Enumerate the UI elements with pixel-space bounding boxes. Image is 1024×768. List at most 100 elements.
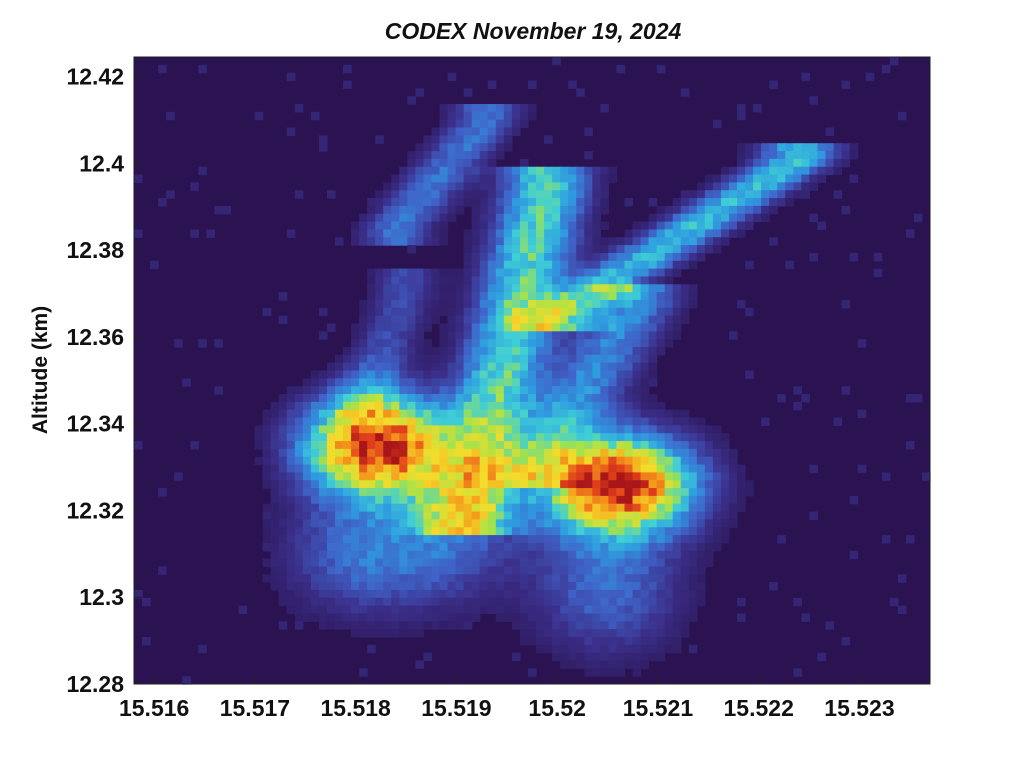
heatmap-cell — [439, 542, 449, 552]
heatmap-cell — [407, 386, 417, 395]
heatmap-cell — [696, 182, 706, 191]
heatmap-cell — [857, 464, 867, 473]
heatmap-cell — [383, 237, 392, 246]
heatmap-cell — [608, 448, 618, 458]
heatmap-cell — [391, 480, 400, 489]
heatmap-cell — [359, 574, 368, 583]
heatmap-cell — [737, 495, 746, 505]
heatmap-cell — [576, 488, 585, 497]
heatmap-cell — [415, 401, 425, 411]
heatmap-cell — [463, 252, 473, 262]
heatmap-cell — [544, 535, 553, 544]
heatmap-cell — [640, 621, 650, 630]
heatmap-cell — [616, 448, 626, 458]
heatmap-cell — [632, 292, 642, 301]
x-tick-label: 15.522 — [724, 695, 794, 721]
y-tick-label: 12.42 — [66, 64, 124, 90]
heatmap-cell — [447, 284, 457, 293]
heatmap-cell — [503, 323, 513, 332]
heatmap-cell — [527, 511, 537, 521]
heatmap-cell — [455, 315, 465, 325]
heatmap-cell — [383, 566, 392, 575]
heatmap-cell — [463, 315, 473, 325]
heatmap-cell — [624, 503, 634, 513]
heatmap-cell — [503, 605, 513, 615]
heatmap-cell — [737, 190, 746, 199]
heatmap-cell — [174, 472, 183, 481]
heatmap-cell — [608, 636, 618, 646]
heatmap-cell — [391, 331, 400, 340]
heatmap-cell — [584, 464, 593, 473]
heatmap-cell — [487, 354, 497, 364]
heatmap-cell — [632, 589, 642, 599]
heatmap-cell — [688, 574, 698, 583]
heatmap-cell — [415, 417, 425, 426]
x-tick-label: 15.518 — [320, 695, 391, 721]
heatmap-cell — [536, 394, 545, 403]
heatmap-cell — [568, 354, 577, 364]
heatmap-cell — [720, 237, 730, 246]
heatmap-cell — [656, 574, 666, 583]
heatmap-cell — [278, 401, 288, 411]
heatmap-cell — [519, 613, 529, 622]
heatmap-cell — [399, 629, 408, 638]
heatmap-cell — [720, 166, 730, 176]
heatmap-cell — [326, 362, 336, 372]
heatmap-cell — [616, 346, 626, 356]
heatmap-cell — [576, 542, 585, 552]
heatmap-cell — [712, 519, 722, 528]
heatmap-cell — [479, 339, 489, 348]
y-tick-label: 12.38 — [66, 237, 124, 263]
heatmap-cell — [737, 174, 746, 183]
heatmap-cell — [544, 260, 553, 270]
heatmap-cell — [624, 550, 634, 560]
heatmap-cell — [560, 472, 569, 481]
heatmap-cell — [576, 597, 585, 607]
heatmap-cell — [335, 550, 344, 560]
heatmap-cell — [576, 550, 585, 560]
heatmap-cell — [375, 566, 384, 575]
heatmap-cell — [664, 613, 674, 622]
heatmap-cell — [310, 535, 320, 544]
heatmap-cell — [479, 143, 489, 152]
heatmap-cell — [664, 292, 674, 301]
heatmap-cell — [608, 613, 618, 622]
heatmap-cell — [286, 464, 296, 473]
heatmap-cell — [592, 260, 601, 270]
heatmap-cell — [495, 464, 505, 473]
heatmap-cell — [592, 252, 601, 262]
heatmap-cell — [463, 292, 473, 301]
heatmap-cell — [544, 252, 553, 262]
heatmap-cell — [487, 386, 497, 395]
heatmap-cell — [552, 589, 561, 599]
heatmap-cell — [825, 158, 835, 168]
heatmap-cell — [415, 151, 425, 160]
heatmap-cell — [326, 582, 336, 591]
heatmap-cell — [286, 229, 296, 238]
heatmap-cell — [769, 166, 778, 176]
heatmap-cell — [487, 331, 497, 340]
heatmap-cell — [270, 433, 280, 442]
heatmap-cell — [503, 252, 513, 262]
heatmap-cell — [544, 245, 553, 254]
heatmap-cell — [777, 143, 786, 152]
heatmap-cell — [527, 331, 537, 340]
heatmap-cell — [423, 519, 433, 528]
heatmap-cell — [897, 605, 907, 615]
heatmap-cell — [616, 472, 626, 481]
heatmap-cell — [447, 151, 457, 160]
heatmap-cell — [391, 542, 400, 552]
heatmap-cell — [648, 613, 658, 622]
heatmap-cell — [463, 519, 473, 528]
heatmap-cell — [608, 417, 618, 426]
heatmap-cell — [198, 166, 207, 176]
heatmap-cell — [544, 574, 553, 583]
heatmap-cell — [672, 299, 682, 309]
heatmap-cell — [560, 441, 569, 450]
heatmap-cell — [407, 323, 417, 332]
heatmap-cell — [294, 589, 304, 599]
heatmap-cell — [302, 535, 312, 544]
heatmap-cell — [503, 613, 513, 622]
heatmap-cell — [656, 417, 666, 426]
heatmap-cell — [648, 652, 658, 662]
